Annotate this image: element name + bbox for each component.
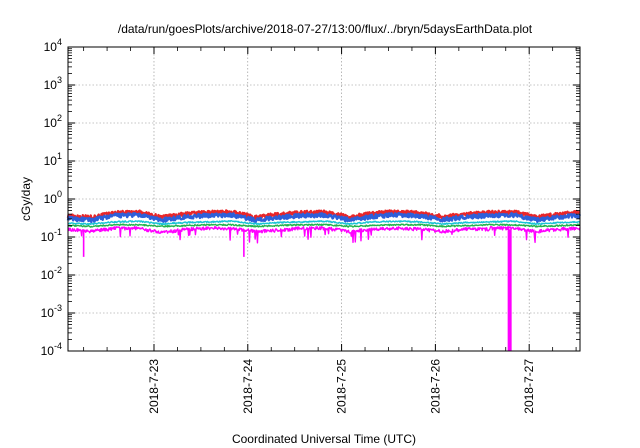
x-tick-label: 2018-7-23 xyxy=(147,359,161,414)
y-tick-label: 10-1 xyxy=(41,227,62,244)
series-line xyxy=(67,223,581,228)
series-line xyxy=(66,211,582,224)
series-line xyxy=(67,225,581,244)
series-layer xyxy=(66,209,582,351)
y-tick-label: 10-3 xyxy=(41,303,62,320)
x-axis-label: Coordinated Universal Time (UTC) xyxy=(232,432,416,446)
y-tick-label: 10-2 xyxy=(41,265,62,282)
y-tick-label: 102 xyxy=(44,113,62,130)
y-axis: 10-4 10-3 10-2 10-1 100 101 102 103 104 xyxy=(41,37,580,358)
y-tick-label: 104 xyxy=(44,37,62,54)
grid-lines xyxy=(68,47,580,351)
x-tick-label: 2018-7-25 xyxy=(335,359,349,414)
x-axis: 2018-7-23 2018-7-24 2018-7-25 2018-7-26 2018… xyxy=(83,47,577,414)
x-tick-label: 2018-7-27 xyxy=(522,359,536,414)
y-axis-label: cGy/day xyxy=(19,177,33,221)
y-tick-label: 101 xyxy=(44,151,62,168)
chart-title: /data/run/goesPlots/archive/2018-07-27/1… xyxy=(118,22,533,36)
x-tick-label: 2018-7-26 xyxy=(428,359,442,414)
x-tick-label: 2018-7-24 xyxy=(241,359,255,414)
y-tick-label: 103 xyxy=(44,75,62,92)
y-tick-label: 10-4 xyxy=(41,341,62,358)
series-line xyxy=(67,219,581,226)
y-tick-label: 100 xyxy=(44,189,62,206)
